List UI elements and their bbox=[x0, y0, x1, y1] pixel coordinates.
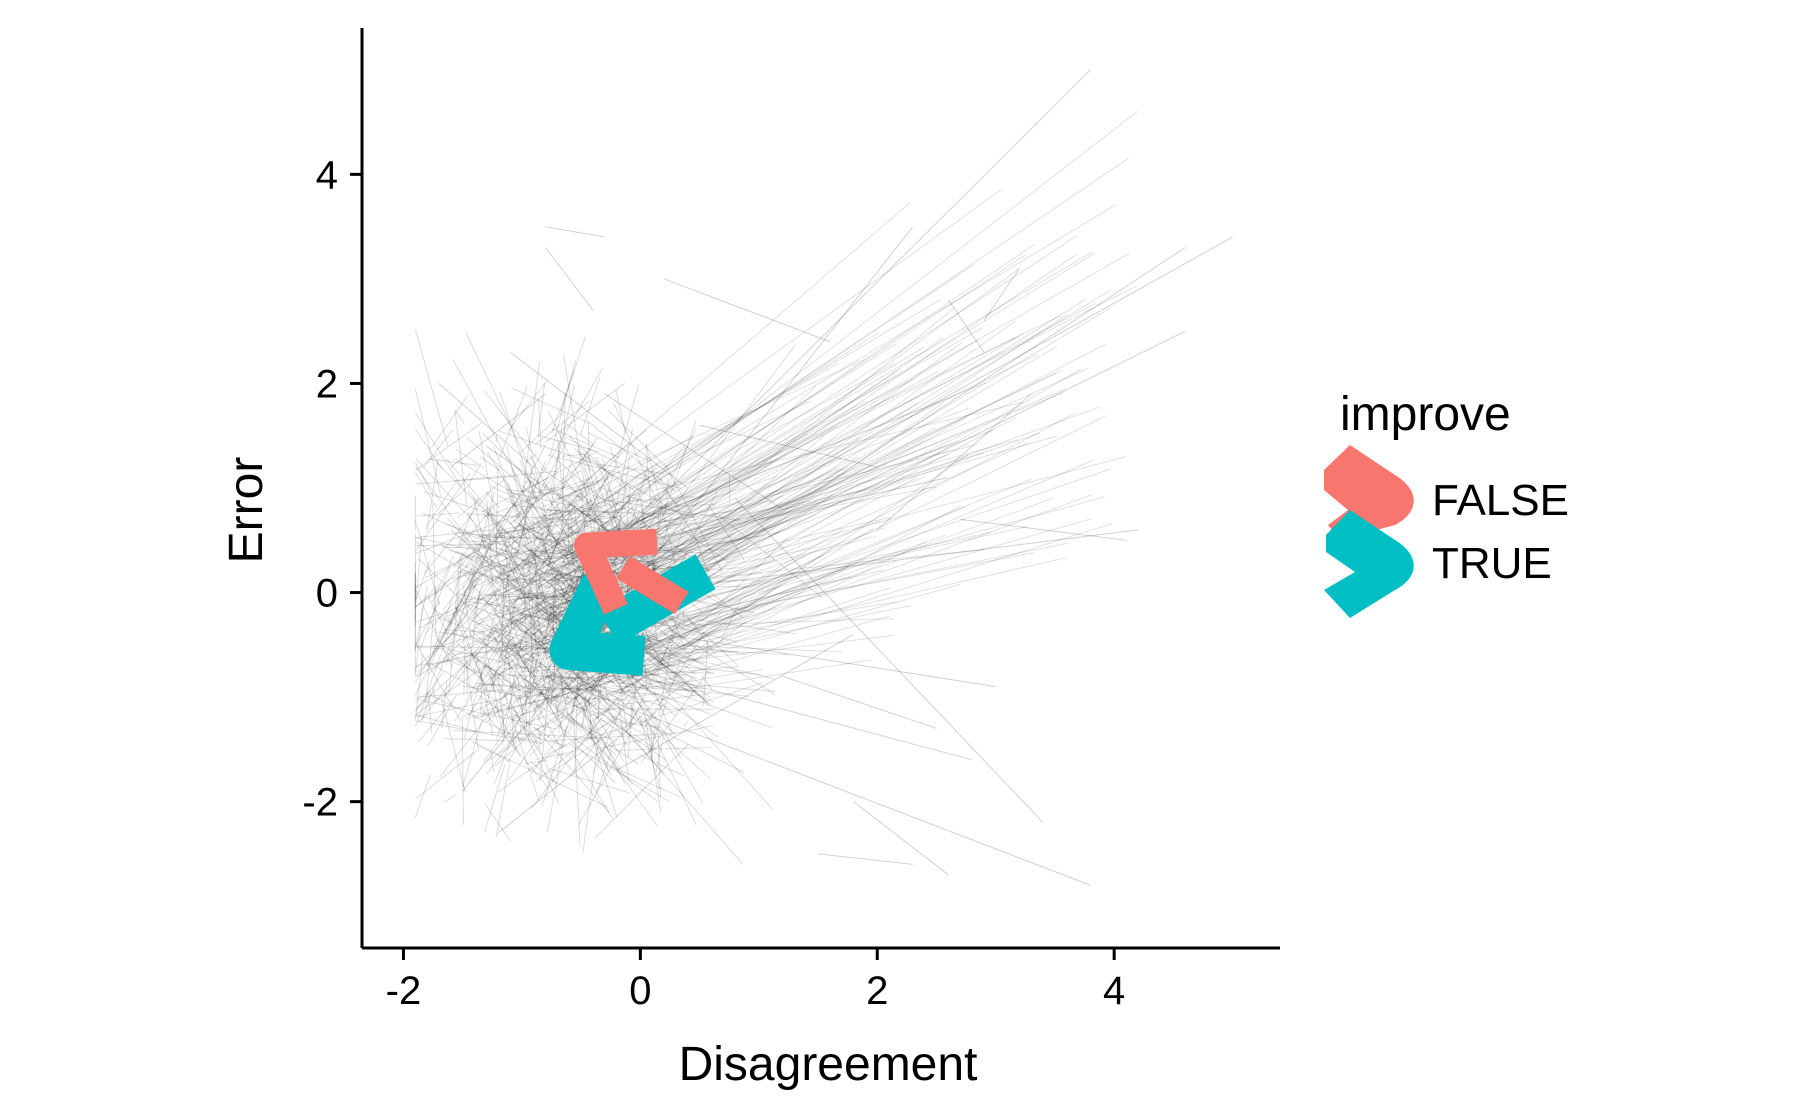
trajectory-segment bbox=[499, 431, 591, 463]
trajectory-segment bbox=[626, 731, 743, 865]
trajectory-segment bbox=[521, 361, 540, 507]
trajectory-segment bbox=[415, 751, 476, 799]
y-tick-label: -2 bbox=[302, 781, 338, 825]
trajectory-segment bbox=[512, 388, 596, 426]
legend-key-true bbox=[1324, 510, 1414, 618]
y-tick-label: 2 bbox=[316, 362, 338, 406]
trajectory-segment bbox=[467, 666, 468, 693]
trajectory-segment bbox=[675, 345, 796, 506]
trajectory-segment bbox=[550, 360, 576, 457]
trajectory-segment bbox=[485, 804, 511, 841]
trajectory-segment bbox=[484, 390, 546, 470]
trajectory-segment bbox=[443, 739, 515, 742]
background-trajectories bbox=[415, 70, 1232, 885]
trajectory-segment bbox=[479, 431, 494, 509]
legend-label-false: FALSE bbox=[1432, 476, 1569, 525]
trajectory-segment bbox=[415, 774, 430, 817]
trajectory-segment bbox=[508, 381, 547, 431]
trajectory-segment bbox=[438, 485, 470, 514]
trajectory-segment bbox=[415, 513, 459, 516]
trajectory-segment bbox=[818, 854, 913, 864]
trajectory-segment bbox=[684, 721, 688, 726]
trajectory-segment bbox=[496, 434, 497, 442]
legend-title: improve bbox=[1340, 388, 1511, 441]
trajectory-segment bbox=[546, 383, 625, 442]
trajectory-segment bbox=[462, 716, 463, 825]
trajectory-segment bbox=[433, 687, 437, 702]
trajectory-segment bbox=[588, 244, 1035, 548]
trajectory-segment bbox=[451, 394, 546, 467]
x-tick-label: 0 bbox=[629, 969, 651, 1013]
trajectory-segment bbox=[485, 765, 505, 832]
trajectory-segment bbox=[588, 420, 589, 471]
x-axis-title: Disagreement bbox=[679, 1038, 978, 1091]
x-tick-label: 2 bbox=[866, 969, 888, 1013]
y-axis-ticks: -2 0 2 4 bbox=[302, 153, 362, 824]
trajectory-segment bbox=[783, 676, 937, 728]
trajectory-segment bbox=[530, 761, 557, 785]
trajectory-segment bbox=[415, 389, 441, 497]
trajectory-segment bbox=[546, 676, 1091, 885]
trajectory-segment bbox=[664, 279, 830, 342]
legend-key-true-icon bbox=[1324, 510, 1414, 618]
trajectory-segment bbox=[639, 755, 684, 776]
trajectory-segment bbox=[546, 227, 605, 237]
y-tick-label: 4 bbox=[316, 153, 338, 197]
trajectory-segment bbox=[442, 701, 465, 792]
x-tick-label: -2 bbox=[386, 969, 422, 1013]
trajectory-segment bbox=[415, 329, 448, 447]
y-axis-title: Error bbox=[220, 457, 273, 564]
trajectory-segment bbox=[609, 303, 1095, 559]
trajectory-segment bbox=[525, 760, 548, 763]
legend-label-true: TRUE bbox=[1432, 539, 1552, 588]
legend: improve FALSE TRUE bbox=[1324, 388, 1569, 618]
x-axis-ticks: -2 0 2 4 bbox=[386, 948, 1126, 1013]
y-tick-label: 0 bbox=[316, 572, 338, 616]
trajectory-segment bbox=[546, 248, 593, 311]
trajectory-segment bbox=[443, 794, 456, 803]
trajectory-segment bbox=[455, 449, 483, 468]
trajectory-segment bbox=[427, 459, 477, 466]
trajectory-segment bbox=[499, 387, 527, 459]
x-tick-label: 4 bbox=[1103, 969, 1125, 1013]
